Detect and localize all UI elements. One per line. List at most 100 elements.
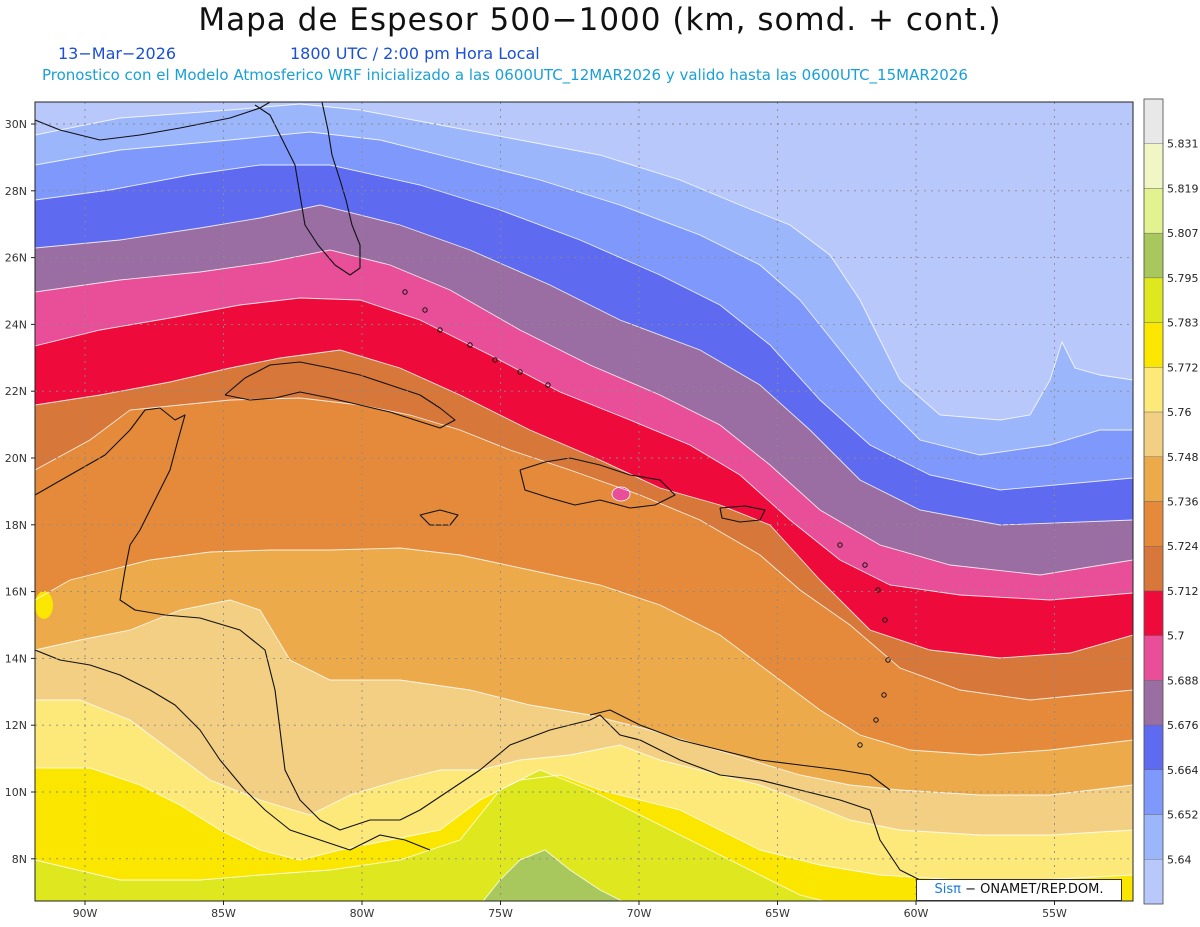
lat-label: 8N [12,853,27,866]
contour-line [35,699,1133,836]
lon-label: 65W [765,907,790,920]
model-info: Pronostico con el Modelo Atmosferico WRF… [42,66,968,84]
colorbar-label: 5.676 [1167,719,1199,732]
credit-box: Sisπ − ONAMET/REP.DOM. [916,879,1122,901]
colorbar-swatch [1143,98,1164,144]
colorbar-label: 5.783 [1167,317,1199,330]
island [545,382,551,388]
coast-jamaica [419,509,459,526]
credit-sis: Sisπ [934,882,961,897]
coast-caribbean-central [119,544,921,881]
island [837,542,843,548]
lat-label: 24N [5,318,27,331]
coast-gulf-us [35,102,271,141]
lat-label: 20N [5,452,27,465]
thickness-contour-lines [35,103,1133,901]
lon-label: 70W [627,907,652,920]
colorbar-swatch [1143,277,1164,323]
contour-line [35,249,1133,576]
colorbar-swatch [1143,814,1164,860]
lon-label: 80W [350,907,375,920]
lon-label: 90W [73,907,98,920]
coast-mexico-gulf [35,407,186,546]
graticule [35,102,1133,901]
lat-label: 30N [5,118,27,131]
colorbar-label: 5.795 [1167,272,1199,285]
colorbar-label: 5.831 [1167,138,1199,151]
coast-hispaniola [519,457,676,509]
colorbar-label: 5.736 [1167,496,1199,509]
colorbar-swatch [1143,724,1164,771]
band-5-807 [483,850,622,901]
thickness-contour-fills [35,102,1133,901]
colorbar-label: 5.76 [1167,406,1192,419]
map-title: Mapa de Espesor 500−1000 (km, somd. + co… [198,2,1002,38]
colorbar-label: 5.652 [1167,809,1199,822]
lon-label: 85W [211,907,236,920]
contour-line [35,204,1133,526]
contour-line [35,397,1133,701]
colorbar-label: 5.807 [1167,227,1199,240]
colorbar-label: 5.664 [1167,764,1199,777]
island [402,289,408,295]
band-5-795 [35,770,824,901]
island [885,657,891,663]
lon-label: 55W [1042,907,1067,920]
colorbar-swatch [1143,322,1164,368]
colorbar-swatch [1143,232,1164,279]
credit-org: − ONAMET/REP.DOM. [960,882,1104,897]
forecast-time: 1800 UTC / 2:00 pm Hora Local [290,44,540,63]
lat-label: 28N [5,185,27,198]
colorbar-swatch [1143,501,1164,547]
island [873,717,879,723]
lat-label: 16N [5,586,27,599]
coast-cuba [224,361,456,429]
contour-line [35,131,1133,456]
colorbar-swatch [1143,546,1164,592]
contour-line [35,599,1133,796]
island [517,369,523,375]
colorbar-swatch [1143,590,1164,636]
island [882,617,888,623]
contour-line [35,297,1133,601]
colorbar-swatch [1143,769,1164,815]
lat-label: 26N [5,252,27,265]
colorbar-label: 5.712 [1167,585,1199,598]
lat-label: 12N [5,719,27,732]
colorbar: 5.831 5.819 5.807 5.795 5.783 5.772 5.76 5.748 5… [1143,98,1199,905]
colorbar-swatch [1143,680,1164,726]
island [422,307,428,313]
colorbar-label: 5.772 [1167,361,1199,374]
coast-puerto-rico [719,505,766,523]
island [875,587,881,593]
colorbar-swatch [1143,859,1164,905]
colorbar-label: 5.748 [1167,451,1199,464]
island [492,357,498,363]
lat-label: 18N [5,519,27,532]
colorbar-label: 5.7 [1167,630,1185,643]
island [467,342,473,348]
forecast-date: 13−Mar−2026 [58,44,177,63]
coastlines [35,102,921,881]
colorbar-frame [1143,98,1164,905]
contour-line [482,849,624,901]
contour-line [35,103,1133,421]
lat-label: 22N [5,385,27,398]
island [862,562,868,568]
colorbar-swatch [1143,635,1164,681]
coast-florida [254,102,361,276]
axis-ticks: 30N 28N 26N 24N 22N 20N 18N 16N 14N 12N 10N 8N 90W 85… [5,118,1067,920]
colorbar-swatch [1143,411,1164,457]
colorbar-label: 5.819 [1167,182,1199,195]
pocket-hispaniola [611,486,631,502]
island [437,327,443,333]
pocket-yucatan [35,591,53,619]
island [881,692,887,698]
contour-line [35,769,826,901]
colorbar-swatch [1143,188,1164,234]
lon-label: 75W [488,907,513,920]
coast-venezuela [589,709,891,791]
lat-label: 10N [5,786,27,799]
island [857,742,863,748]
